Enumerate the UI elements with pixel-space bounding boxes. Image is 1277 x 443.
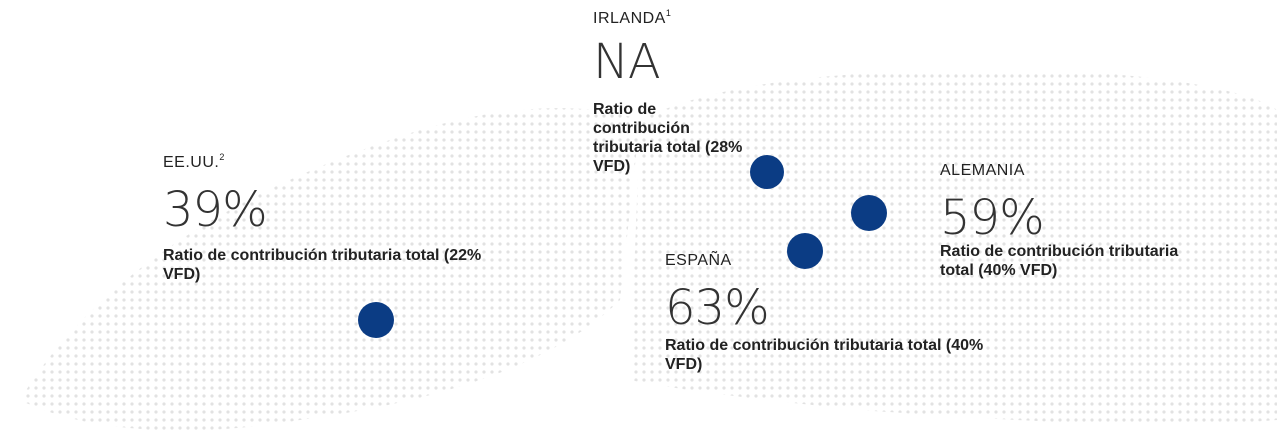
location-marker bbox=[358, 302, 394, 338]
country-name: EE.UU.2 bbox=[163, 152, 503, 172]
country-germany: ALEMANIA 59% Ratio de contribución tribu… bbox=[940, 162, 1220, 280]
country-description: Ratio de contribución tributaria total (… bbox=[665, 337, 984, 373]
location-marker bbox=[851, 195, 887, 231]
location-marker bbox=[787, 233, 823, 269]
country-name: ALEMANIA bbox=[940, 162, 1025, 179]
country-value: 59% bbox=[940, 190, 1045, 246]
europe-dots bbox=[630, 70, 1277, 425]
country-spain: ESPAÑA 63% Ratio de contribución tributa… bbox=[665, 252, 1005, 374]
country-description: Ratio de contribución tributaria total (… bbox=[940, 243, 1179, 279]
name-text: IRLANDA bbox=[593, 10, 666, 27]
country-value: 63% bbox=[665, 280, 770, 336]
country-value: NA bbox=[593, 34, 661, 90]
country-description: Ratio de contribución tributaria total (… bbox=[163, 247, 482, 283]
country-name: IRLANDA1 bbox=[593, 8, 763, 28]
country-usa: EE.UU.2 39% Ratio de contribución tribut… bbox=[163, 152, 503, 284]
americas-dots bbox=[20, 108, 640, 431]
country-name: ESPAÑA bbox=[665, 252, 732, 269]
footnote: 1 bbox=[665, 8, 672, 18]
country-value: 39% bbox=[163, 182, 268, 238]
name-text: EE.UU. bbox=[163, 154, 220, 171]
country-description: Ratio de contribución tributaria total (… bbox=[593, 101, 743, 175]
location-marker bbox=[750, 155, 784, 189]
country-ireland: IRLANDA1 NA Ratio de contribución tribut… bbox=[593, 8, 763, 176]
footnote: 2 bbox=[219, 152, 225, 162]
